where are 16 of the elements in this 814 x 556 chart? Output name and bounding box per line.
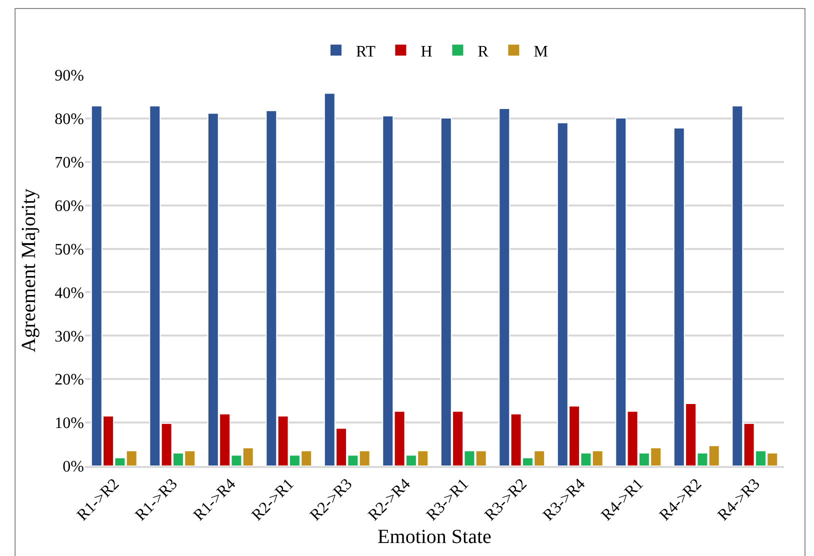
y-tick-label: 90% (54, 68, 84, 85)
y-tick-label: 70% (54, 154, 84, 172)
y-axis-title: Agreement Majority (18, 188, 40, 352)
x-axis-title: Emotion State (378, 526, 492, 548)
legend-label: H (420, 43, 433, 60)
y-tick-label: 50% (54, 241, 84, 258)
y-tick-label: 0% (62, 458, 84, 476)
legend-label: RT (356, 43, 376, 60)
y-tick-label: 80% (54, 111, 84, 128)
y-tick-label: 40% (54, 284, 84, 302)
legend-label: R (478, 43, 489, 60)
y-tick-label: 20% (54, 372, 84, 389)
y-tick-label: 60% (54, 198, 84, 215)
y-tick-label: 30% (54, 328, 84, 346)
legend-label: M (534, 43, 548, 60)
y-tick-label: 10% (54, 415, 84, 432)
